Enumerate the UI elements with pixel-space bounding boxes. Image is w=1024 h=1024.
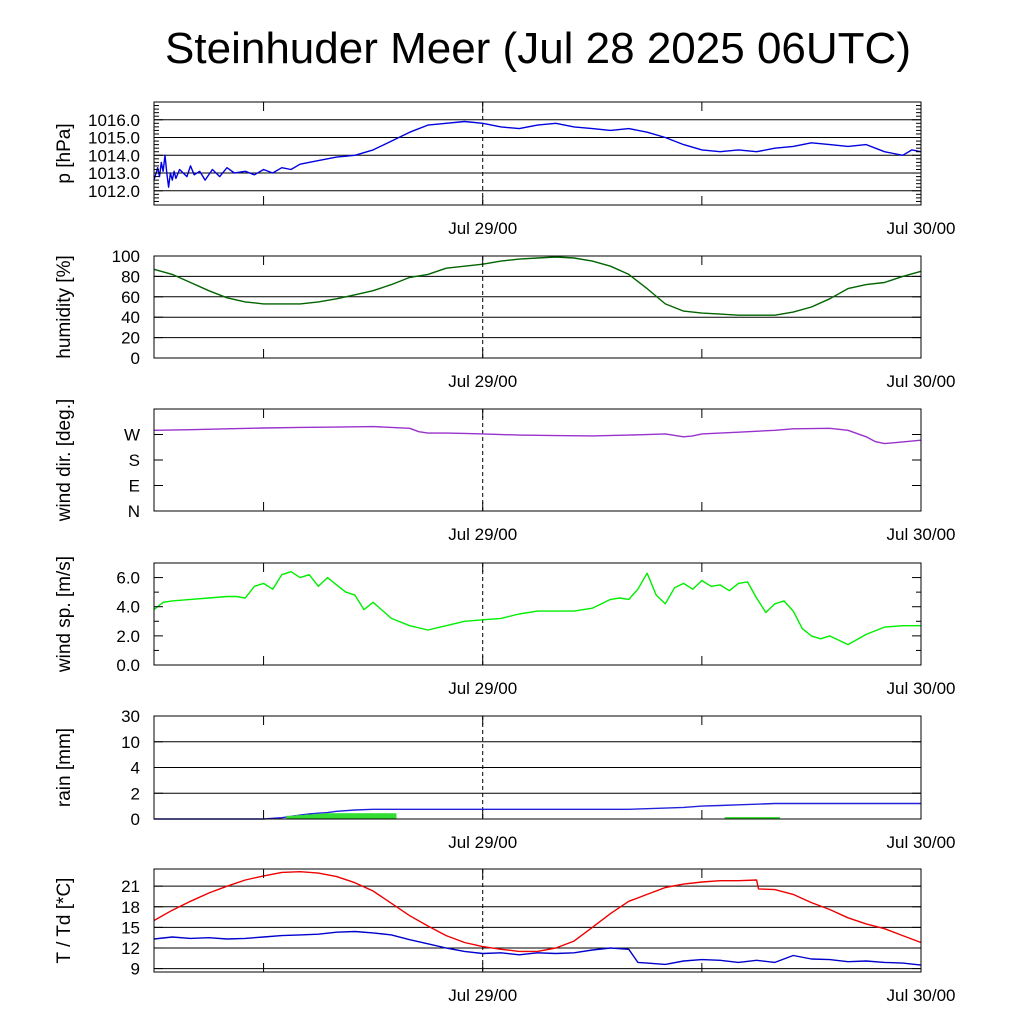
rain-bar-7 [350,813,360,819]
wind-speed-ytick-label-0: 0.0 [116,656,140,675]
pressure-ytick-label-2: 1014.0 [88,146,140,165]
temperature-ytick-label-4: 21 [121,877,140,896]
temperature-ytick-label-1: 12 [121,939,140,958]
wind-speed-ytick-label-1: 2.0 [116,627,140,646]
rain-bar-0 [286,815,297,819]
rain-bar-10 [377,813,388,819]
humidity-xtick-label-1: Jul 30/00 [887,372,956,391]
rain-bar-13 [733,817,744,819]
rain-ytick-label-4: 30 [121,707,140,726]
rain-series-0-line [154,802,921,820]
rain-bar-15 [752,817,762,819]
rain-bar-4 [322,813,333,819]
wind-speed-ylabel: wind sp. [m/s] [54,556,75,673]
rain-bar-11 [386,813,397,819]
rain-bar-3 [313,813,324,819]
wind-speed-xtick-label-0: Jul 29/00 [448,679,517,698]
wind-direction-xtick-label-1: Jul 30/00 [887,525,956,544]
temperature-ylabel: T / Td [*C] [54,878,75,964]
pressure-ytick-label-0: 1012.0 [88,182,140,201]
rain-bar-5 [332,813,342,819]
rain-ytick-label-3: 10 [121,733,140,752]
rain-bar-8 [359,813,370,819]
rain-bar-9 [368,813,379,819]
pressure-ytick-label-1: 1013.0 [88,164,140,183]
wind-speed-ytick-label-2: 4.0 [116,598,140,617]
humidity-ytick-label-1: 20 [121,329,140,348]
wind-direction-ytick-label-0: N [128,502,140,521]
wind-speed-ytick-label-3: 6.0 [116,569,140,588]
rain-xtick-label-0: Jul 29/00 [448,833,517,852]
humidity-series-0-line [153,256,922,316]
rain-bar-16 [761,817,771,819]
temperature-xtick-label-1: Jul 30/00 [887,986,956,1005]
humidity-ytick-label-2: 40 [121,308,140,327]
pressure-xtick-label-0: Jul 29/00 [448,219,517,238]
wind-direction-ylabel: wind dir. [deg.] [54,399,75,523]
humidity-ytick-label-4: 80 [121,267,140,286]
temperature-series-0-line [153,871,922,953]
rain-xtick-label-1: Jul 30/00 [887,833,956,852]
chart-title: Steinhuder Meer (Jul 28 2025 06UTC) [165,24,911,73]
rain-bar-14 [742,817,753,819]
pressure-ytick-label-4: 1016.0 [88,111,140,130]
humidity-ylabel: humidity [%] [54,255,75,358]
rain-ylabel: rain [mm] [54,728,75,807]
pressure-ytick-label-3: 1015.0 [88,129,140,148]
rain-bar-1 [295,815,306,819]
rain-bar-2 [304,814,315,819]
rain-ytick-label-2: 4 [131,759,140,778]
humidity-xtick-label-0: Jul 29/00 [448,372,517,391]
temperature-ytick-label-0: 9 [131,960,140,979]
wind-direction-ytick-label-2: S [129,451,140,470]
rain-bar-17 [770,817,780,819]
wind-speed-xtick-label-1: Jul 30/00 [887,679,956,698]
wind-direction-xtick-label-0: Jul 29/00 [448,525,517,544]
wind-direction-frame [153,408,922,512]
humidity-frame [153,255,922,359]
pressure-series-0-line [153,120,922,188]
rain-ytick-label-1: 2 [131,784,140,803]
pressure-ylabel: p [hPa] [54,123,75,183]
rain-ytick-label-0: 0 [131,810,140,829]
pressure-frame [153,101,922,206]
humidity-ytick-label-0: 0 [131,349,140,368]
humidity-ytick-label-3: 60 [121,288,140,307]
wind-speed-frame [153,562,922,666]
wind-direction-ytick-label-1: E [129,477,140,496]
temperature-xtick-label-0: Jul 29/00 [448,986,517,1005]
wind-direction-ytick-label-3: W [124,426,140,445]
wind-direction-series-0-line [153,425,922,445]
humidity-ytick-label-5: 100 [112,247,140,266]
rain-bar-12 [724,817,735,819]
temperature-ytick-label-2: 15 [121,918,140,937]
temperature-series-1-line [153,930,922,966]
rain-bar-6 [341,813,351,819]
temperature-ytick-label-3: 18 [121,898,140,917]
temperature-frame [153,868,922,973]
pressure-xtick-label-1: Jul 30/00 [887,219,956,238]
wind-speed-series-0-line [153,571,921,646]
